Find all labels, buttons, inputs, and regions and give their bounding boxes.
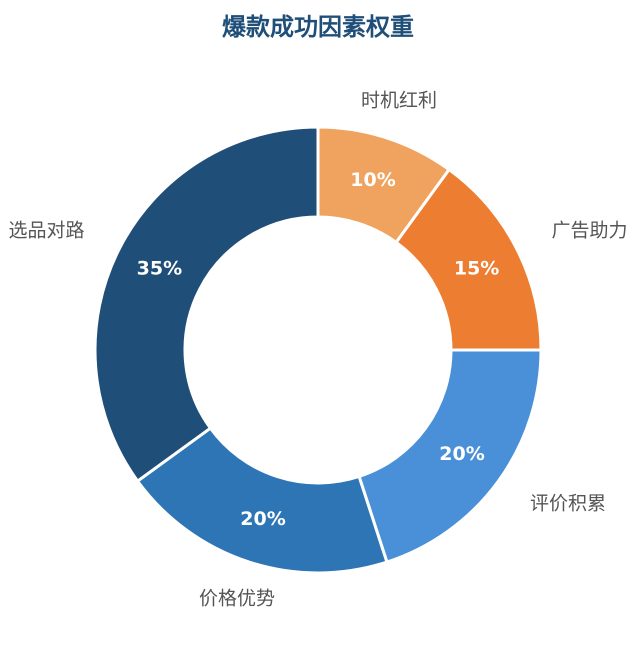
value-label: 35% xyxy=(137,258,182,280)
category-label: 广告助力 xyxy=(551,220,627,242)
value-label: 20% xyxy=(240,508,285,530)
category-label: 时机红利 xyxy=(361,89,437,111)
value-label: 10% xyxy=(350,169,395,191)
chart-title: 爆款成功因素权重 xyxy=(222,13,414,41)
value-label: 20% xyxy=(439,443,484,465)
category-label: 价格优势 xyxy=(199,588,275,610)
category-label: 选品对路 xyxy=(9,220,85,242)
category-label: 评价积累 xyxy=(530,492,606,514)
donut-slice xyxy=(93,125,320,484)
donut-slice xyxy=(357,348,543,564)
donut-slice xyxy=(135,426,389,575)
value-label: 15% xyxy=(454,258,499,280)
